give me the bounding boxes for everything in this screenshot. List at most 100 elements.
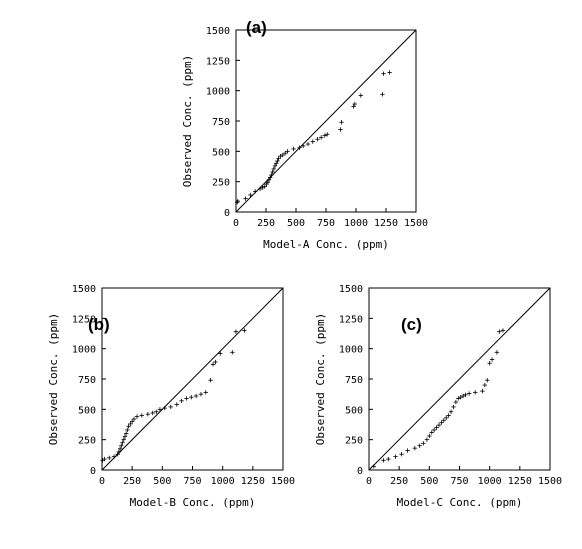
- chart-3-y-tick-label: 500: [345, 405, 363, 416]
- chart-3-data-point: [371, 464, 377, 469]
- chart-2-data-point: [102, 456, 107, 462]
- chart-1-data-point: [276, 156, 281, 161]
- chart-2-data-point: [193, 393, 199, 399]
- chart-3-data-point: [489, 357, 495, 362]
- chart-3-y-tick-label: 750: [345, 375, 363, 386]
- chart-1-data-point: [380, 92, 385, 97]
- chart-1-x-tick-label: 0: [233, 218, 239, 229]
- chart-2-x-tick-label: 500: [153, 476, 171, 487]
- chart-3-data-point: [434, 425, 439, 430]
- chart-3-data-point: [472, 390, 478, 395]
- chart-1-data-point: [257, 186, 263, 192]
- chart-2-data-point: [128, 421, 133, 427]
- chart-2-data-point: [121, 437, 126, 442]
- chart-2-data-point: [125, 427, 130, 433]
- chart-3-data-point: [456, 396, 461, 401]
- chart-2-data-point: [198, 391, 204, 397]
- chart-2-data-point: [115, 452, 120, 457]
- chart-3-data-point: [421, 441, 426, 446]
- chart-3-data-point: [399, 452, 404, 457]
- chart-3-data-point: [448, 409, 454, 414]
- chart-1-data-point: [266, 177, 272, 183]
- chart-3-data-point: [429, 430, 434, 435]
- chart-3-data-point: [436, 422, 442, 428]
- chart-2-data-point: [134, 414, 140, 419]
- chart-3-data-point: [480, 388, 485, 394]
- chart-1-data-point: [262, 184, 267, 189]
- chart-3-y-tick-label: 0: [357, 466, 363, 477]
- chart-1-data-point: [274, 161, 279, 166]
- chart-1-data-point: [338, 127, 343, 132]
- chart-1-x-tick-label: 1250: [374, 218, 398, 229]
- chart-2-y-tick-label: 1250: [72, 314, 96, 325]
- chart-3-data-point: [500, 328, 506, 333]
- chart-3-data-point: [482, 382, 488, 388]
- chart-3-data-point: [487, 361, 492, 366]
- chart-1-data-point: [268, 175, 273, 180]
- chart-2-data-point: [213, 359, 218, 365]
- chart-1-data-point: [243, 196, 248, 201]
- chart-1-data-point: [269, 172, 274, 178]
- chart-1-data-point: [235, 198, 240, 204]
- chart-1-y-tick-label: 0: [224, 208, 230, 219]
- chart-1-data-point: [248, 192, 253, 198]
- chart-2-panel-label: (b): [88, 315, 110, 334]
- chart-1-data-point: [272, 163, 278, 169]
- chart-1-y-tick-label: 500: [212, 147, 230, 158]
- chart-1-data-point: [352, 101, 357, 107]
- chart-2-x-tick-label: 1250: [241, 476, 265, 487]
- chart-2-data-point: [168, 404, 173, 410]
- chart-3-data-point: [460, 393, 466, 399]
- chart-3-data-point: [494, 350, 500, 355]
- chart-3-data-point: [453, 399, 459, 405]
- chart-1-x-axis-label: Model-A Conc. (ppm): [263, 238, 389, 251]
- chart-1-y-tick-label: 1500: [206, 26, 230, 37]
- chart-1-y-axis-label: Observed Conc. (ppm): [181, 55, 194, 187]
- chart-2-data-point: [230, 350, 235, 355]
- chart-1-x-tick-label: 1000: [344, 218, 368, 229]
- chart-3-x-tick-label: 750: [450, 476, 468, 487]
- chart-3-x-tick-label: 1000: [478, 476, 502, 487]
- chart-2-y-tick-label: 1000: [72, 345, 96, 356]
- chart-3-data-point: [466, 391, 472, 396]
- chart-3-data-point: [444, 415, 449, 421]
- chart-1-data-point: [358, 93, 363, 98]
- chart-1-data-point: [278, 153, 283, 159]
- chart-1-data-point: [253, 189, 258, 194]
- chart-1-data-point: [297, 145, 302, 150]
- chart-2-data-point: [154, 409, 159, 414]
- chart-3-data-point: [446, 413, 451, 418]
- chart-2-data-point: [150, 410, 155, 416]
- chart-3-y-tick-label: 1500: [339, 284, 363, 295]
- chart-1-y-tick-label: 750: [212, 117, 230, 128]
- chart-1-panel-label: (a): [246, 18, 267, 37]
- chart-2-data-point: [233, 329, 239, 334]
- chart-3-data-point: [431, 427, 437, 433]
- chart-2-y-tick-label: 500: [78, 405, 96, 416]
- chart-2-y-tick-label: 0: [90, 466, 96, 477]
- chart-3-data-point: [405, 448, 410, 453]
- chart-1-data-point: [339, 120, 344, 125]
- chart-1-data-point: [270, 169, 275, 175]
- chart-2: 0 250 500 750 1000 1250 1500 0 250 500 750 1000 1250…: [47, 284, 295, 509]
- chart-2-y-axis-label: Observed Conc. (ppm): [47, 313, 60, 445]
- chart-3-data-point: [463, 392, 468, 397]
- chart-2-data-point: [203, 390, 208, 395]
- chart-2-y-tick-label: 1500: [72, 284, 96, 295]
- chart-2-data-point: [162, 405, 167, 411]
- chart-2-y-tick-label: 750: [78, 375, 96, 386]
- chart-3-x-tick-label: 500: [420, 476, 438, 487]
- chart-2-data-point: [210, 362, 216, 367]
- chart-3-data-point: [393, 454, 398, 459]
- chart-3-y-tick-label: 250: [345, 436, 363, 447]
- chart-2-data-point: [123, 431, 129, 436]
- chart-3-data-point: [439, 420, 444, 425]
- chart-2-data-point: [174, 402, 180, 407]
- chart-2-reference-line: [101, 287, 284, 471]
- chart-2-y-tick-label: 250: [78, 436, 96, 447]
- chart-1-data-point: [387, 70, 392, 75]
- chart-1-x-tick-label: 500: [287, 218, 305, 229]
- chart-1-data-point: [325, 132, 330, 137]
- chart-3-reference-line: [368, 287, 551, 471]
